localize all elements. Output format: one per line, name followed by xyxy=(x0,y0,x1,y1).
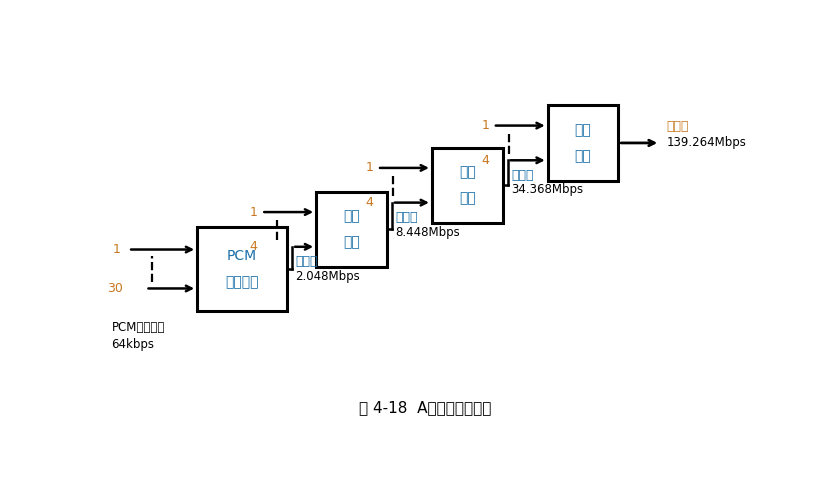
Text: 复用: 复用 xyxy=(574,123,591,137)
Text: 1: 1 xyxy=(481,119,489,132)
Text: 复用: 复用 xyxy=(459,165,476,179)
Text: 一次群: 一次群 xyxy=(295,255,318,268)
Bar xyxy=(316,192,387,267)
Text: 4: 4 xyxy=(365,196,374,209)
Text: 复用: 复用 xyxy=(343,209,359,224)
Text: 4: 4 xyxy=(250,240,257,253)
Text: 设备: 设备 xyxy=(343,235,359,250)
Text: 1: 1 xyxy=(250,206,257,218)
Text: 设备: 设备 xyxy=(574,149,591,163)
Text: 8.448Mbps: 8.448Mbps xyxy=(395,226,460,239)
Text: 二次群: 二次群 xyxy=(395,211,417,224)
Text: 30: 30 xyxy=(107,282,124,295)
Bar xyxy=(548,105,618,181)
Bar xyxy=(432,148,503,223)
Text: 64kbps: 64kbps xyxy=(111,338,154,351)
Text: 139.264Mbps: 139.264Mbps xyxy=(666,136,746,150)
Text: 4: 4 xyxy=(481,154,489,167)
Text: 1: 1 xyxy=(365,162,374,174)
Text: PCM编码输出: PCM编码输出 xyxy=(111,321,165,335)
Bar xyxy=(197,227,287,311)
Text: PCM: PCM xyxy=(227,249,257,263)
Text: 34.368Mbps: 34.368Mbps xyxy=(511,183,583,196)
Text: 1: 1 xyxy=(113,243,120,256)
Text: 三次群: 三次群 xyxy=(511,169,534,182)
Text: 设备: 设备 xyxy=(459,191,476,205)
Text: 图 4-18  A律数字复接等级: 图 4-18 A律数字复接等级 xyxy=(359,400,491,415)
Text: 四次群: 四次群 xyxy=(666,120,689,133)
Text: 2.048Mbps: 2.048Mbps xyxy=(295,270,360,282)
Text: 复用设备: 复用设备 xyxy=(225,275,259,289)
